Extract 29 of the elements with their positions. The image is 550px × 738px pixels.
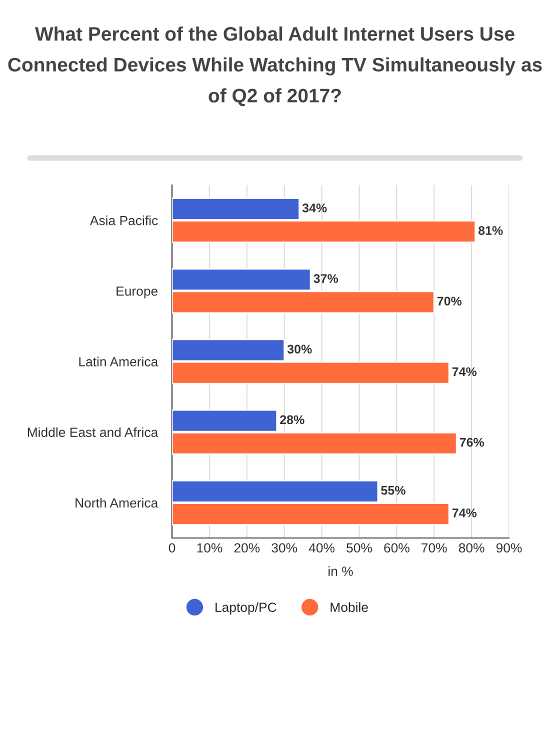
text: 28% — [280, 415, 304, 424]
x-axis-title: in % — [328, 566, 353, 576]
text: 55% — [381, 486, 406, 495]
y-tick-label: Asia Pacific — [90, 216, 158, 226]
y-tick-label: Europe — [116, 286, 158, 298]
x-tick-label: 90% — [496, 543, 522, 553]
y-tick-label: North America — [76, 498, 158, 508]
x-tick-label: 50% — [346, 543, 372, 553]
legend-label: Laptop/PC — [216, 602, 276, 615]
x-tick-label: 30% — [272, 543, 298, 553]
x-tick-label: 70% — [422, 543, 447, 553]
text: 30% — [287, 344, 312, 354]
text: 81% — [478, 226, 503, 235]
text: 37% — [314, 274, 338, 283]
y-tick-label: Latin America — [79, 356, 158, 366]
x-tick-label: 0 — [168, 543, 176, 553]
text: 34% — [302, 204, 327, 212]
y-tick-label: Middle East and Africa — [28, 427, 158, 438]
x-tick-label: 20% — [234, 543, 260, 553]
text: 74% — [452, 508, 477, 518]
chart-title: What Percent of the Global Adult Internet Users Use Connected Devices While Watching TV Simultaneously as of Q2 of 2017? — [8, 26, 542, 106]
x-tick-label: 80% — [458, 543, 484, 553]
text: 76% — [460, 438, 484, 447]
x-tick-label: 10% — [197, 543, 222, 553]
legend-label: Mobile — [330, 602, 368, 612]
x-tick-label: 40% — [308, 543, 335, 553]
text: 70% — [437, 296, 462, 306]
text: 74% — [452, 367, 477, 376]
x-tick-label: 60% — [384, 543, 410, 553]
